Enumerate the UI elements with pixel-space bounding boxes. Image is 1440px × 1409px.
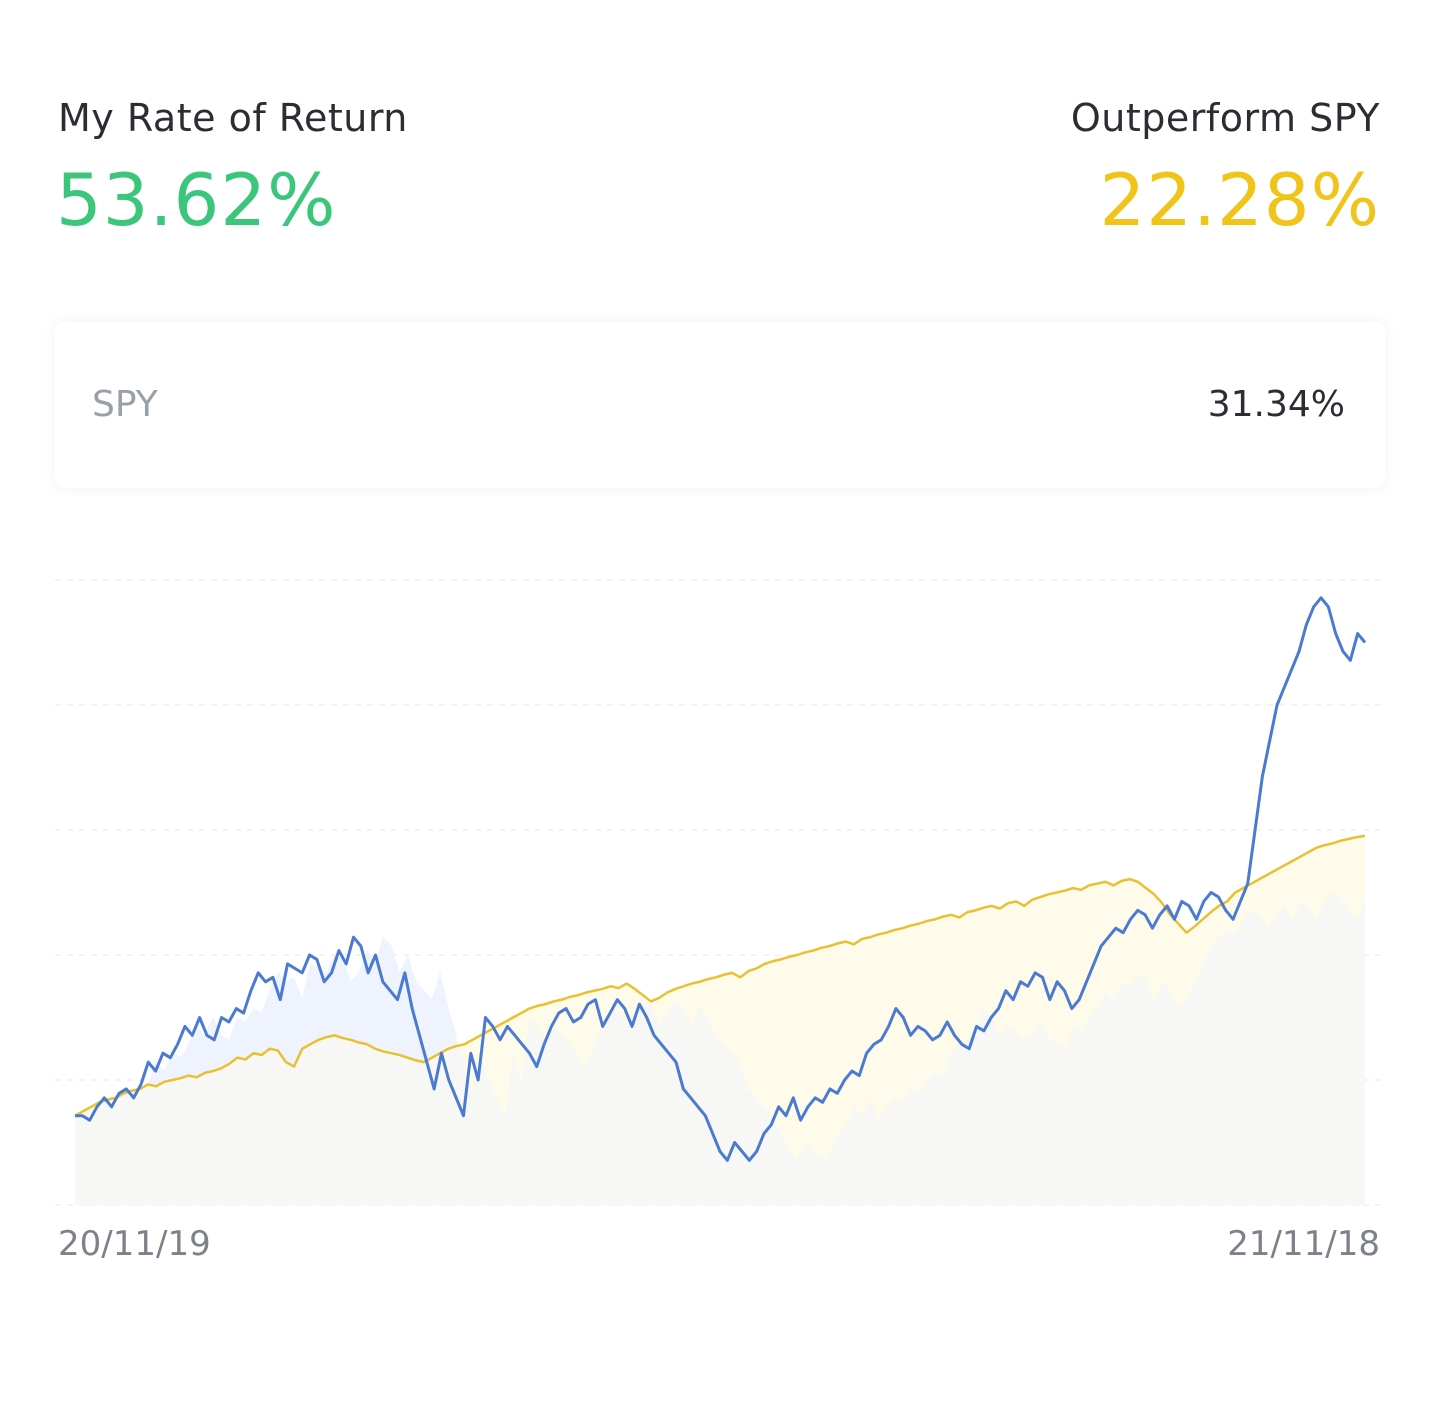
outperform-spy-value: 22.28%: [1099, 158, 1380, 242]
spread-fill-segment: [309, 963, 319, 1045]
my-rate-of-return-value: 53.62%: [56, 158, 337, 242]
spread-fill-segment: [383, 936, 392, 1054]
spread-fill-segment: [1161, 902, 1171, 992]
spread-fill-segment: [926, 918, 936, 1081]
spread-fill-segment: [975, 907, 984, 1027]
spread-fill-segment: [1113, 880, 1122, 1000]
chart-svg: [55, 579, 1385, 1206]
spread-fill-segment: [285, 976, 295, 1068]
spread-fill-segment: [1056, 890, 1066, 1050]
spread-fill-segment: [1348, 836, 1358, 921]
spread-fill-segment: [431, 972, 441, 1059]
spread-fill-segment: [1007, 901, 1017, 1032]
benchmark-card[interactable]: SPY 31.34%: [55, 322, 1385, 488]
spread-fill-segment: [756, 963, 765, 1108]
outperform-spy-label: Outperform SPY: [1070, 96, 1380, 140]
benchmark-name: SPY: [92, 384, 158, 425]
spread-fill-segment: [918, 920, 928, 1095]
spread-fill-segment: [1137, 881, 1147, 978]
my-return-series-line: [75, 596, 1367, 1162]
spread-fill-segment: [342, 959, 352, 1041]
spread-fill-segment: [999, 902, 1009, 1037]
spread-fill-segment: [1275, 865, 1285, 916]
spread-fill-segment: [967, 909, 976, 1041]
spread-fill-segment: [253, 1008, 262, 1056]
spread-fill-segment: [829, 942, 838, 1152]
spread-fill-segment: [350, 972, 360, 1043]
spread-fill-segment: [853, 938, 863, 1117]
spread-fill-segment: [804, 950, 814, 1153]
spread-fill-segment: [1129, 878, 1139, 988]
spread-fill-segment: [1048, 892, 1057, 1046]
spread-fill-segment: [715, 974, 725, 1046]
spread-fill-segment: [821, 945, 830, 1162]
spread-fill-segment: [1332, 840, 1341, 898]
spread-fill-segment: [780, 956, 790, 1152]
spread-fill-segment: [172, 1052, 181, 1081]
spread-fill-segment: [1178, 922, 1187, 1010]
spread-fill-segment: [1324, 843, 1333, 903]
spread-fill-segment: [723, 972, 733, 1054]
spread-fill-segment: [837, 941, 847, 1135]
spread-fill-segment: [731, 972, 741, 1063]
spread-fill-segment: [569, 994, 579, 1054]
my-rate-of-return-label: My Rate of Return: [58, 96, 408, 140]
spread-fill-segment: [983, 905, 993, 1019]
spread-fill-segment: [439, 972, 449, 1054]
spread-fill-segment: [1015, 900, 1025, 1041]
spread-fill-segment: [788, 954, 798, 1162]
spread-fill-segment: [1072, 887, 1082, 1032]
x-axis-end-date: 21/11/18: [1227, 1224, 1380, 1264]
spread-fill-segment: [877, 932, 887, 1122]
spread-fill-segment: [796, 951, 806, 1161]
spread-fill-segment: [447, 1008, 457, 1050]
spread-fill-segment: [236, 1016, 246, 1060]
spread-fill-segment: [228, 1017, 238, 1065]
x-axis-start-date: 20/11/19: [58, 1224, 211, 1264]
spread-fill-segment: [845, 941, 855, 1125]
spread-fill-segment: [959, 911, 968, 1045]
spread-fill-segment: [861, 936, 871, 1116]
chart-series-lines: [74, 596, 1367, 1162]
spread-fill-segment: [1088, 883, 1098, 1019]
spread-fill-segment: [1064, 887, 1074, 1049]
spread-fill-segment: [577, 992, 587, 1068]
spread-fill-segment: [869, 934, 879, 1121]
spread-fill-segment: [1080, 884, 1090, 1032]
spread-fill-segment: [245, 1007, 254, 1061]
spread-fill-segment: [902, 925, 911, 1104]
spread-fill-segment: [334, 954, 344, 1039]
spread-fill-segment: [748, 967, 757, 1099]
spread-fill-segment: [942, 914, 952, 1076]
spread-fill-segment: [1299, 851, 1309, 907]
spread-fill-segment: [813, 947, 822, 1162]
spread-fill-segment: [1040, 893, 1049, 1037]
spread-fill-segment: [1023, 899, 1033, 1041]
spread-fill-segment: [204, 1017, 214, 1074]
spread-fill-segment: [764, 960, 774, 1117]
benchmark-return-value: 31.34%: [1207, 384, 1345, 425]
return-comparison-chart[interactable]: [0, 560, 1440, 1220]
spread-fill-segment: [261, 990, 271, 1056]
spread-fill-segment: [1032, 896, 1041, 1037]
spread-fill-segment: [1153, 893, 1163, 1000]
spread-fill-segment: [180, 1043, 189, 1079]
spread-fill-segment: [934, 916, 944, 1077]
spread-fill-segment: [301, 963, 311, 1050]
spread-fill-segment: [399, 954, 408, 1059]
spread-fill-segment: [910, 923, 920, 1094]
benchmark-series-line: [74, 834, 1366, 1117]
spread-fill-segment: [196, 1025, 206, 1078]
spread-fill-segment: [1251, 878, 1260, 916]
